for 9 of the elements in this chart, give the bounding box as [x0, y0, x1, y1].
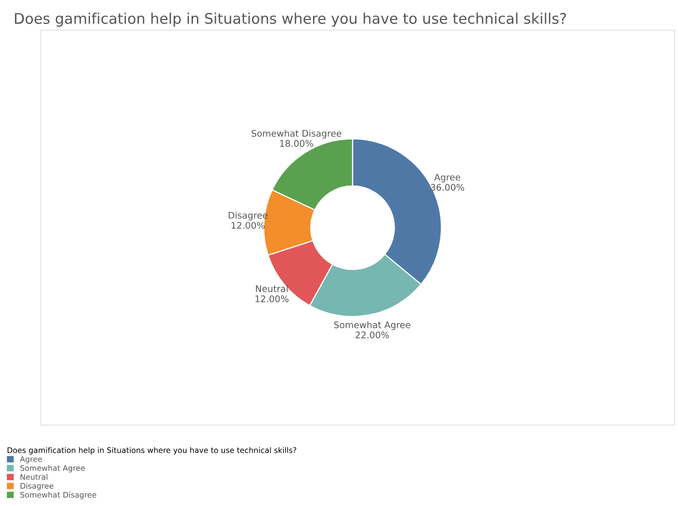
slice-label: Somewhat Agree — [334, 321, 410, 330]
slice-label: Neutral — [256, 285, 288, 292]
data-label: 22.00% — [356, 332, 389, 338]
slice-label: Somewhat Disagree — [252, 130, 342, 138]
chart-title: Does gamification help in Situations where you have to use technical skills? — [14, 12, 566, 27]
data-label: 36.00% — [430, 184, 464, 191]
data-label: 12.00% — [256, 295, 288, 302]
data-label: 18.00% — [280, 140, 314, 147]
slice-label: Agree — [434, 174, 460, 182]
